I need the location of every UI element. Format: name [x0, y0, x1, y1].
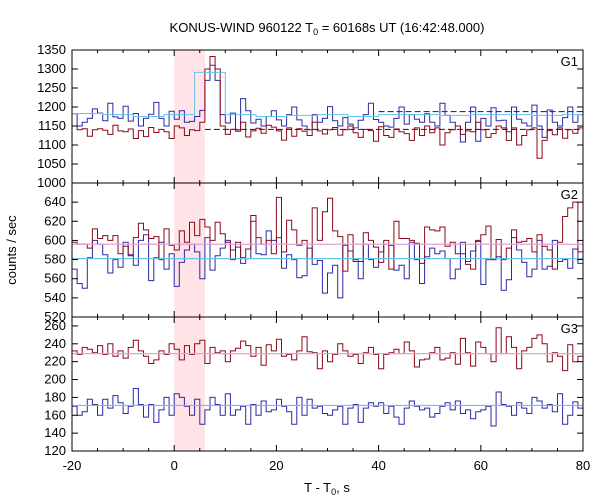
x-tick-label: 60 — [474, 458, 488, 473]
x-axis-label-main: T - T — [304, 480, 331, 495]
y-axis-label: counts / sec — [4, 215, 19, 285]
x-tick-label: 20 — [269, 458, 283, 473]
series-step-blue — [72, 388, 583, 427]
panel-series — [72, 196, 583, 299]
x-axis-label: T - T0, s — [304, 480, 350, 497]
y-tick-label: 640 — [44, 194, 66, 209]
y-tick-label: 580 — [44, 252, 66, 267]
y-tick-label: 1050 — [37, 156, 66, 171]
y-tick-label: 260 — [44, 318, 66, 333]
x-axis-label-rest: , s — [336, 480, 350, 495]
y-tick-label: 620 — [44, 213, 66, 228]
y-tick-label: 1000 — [37, 175, 66, 190]
x-tick-label: 40 — [371, 458, 385, 473]
y-tick-label: 560 — [44, 271, 66, 286]
chart-title-rest: = 60168s UT (16:42:48.000) — [318, 20, 484, 35]
y-tick-label: 200 — [44, 372, 66, 387]
y-tick-label: 1150 — [38, 118, 66, 133]
y-tick-label: 540 — [44, 290, 66, 305]
y-tick-label: 600 — [44, 232, 66, 247]
panel-g2: 520 540 560 580 600 620 640 G2 — [44, 182, 584, 324]
panel-label: G1 — [561, 54, 578, 69]
y-tick-label: 140 — [44, 425, 66, 440]
panel-g1: 1000 1050 1100 1150 1200 1250 1300 1350 G1 — [37, 42, 584, 190]
series-step-blue — [72, 64, 583, 143]
series-step-light_blue — [72, 71, 583, 117]
panel-g3: 120 140 160 180 200 220 240 260 G3 — [44, 316, 584, 458]
y-tick-label: 220 — [44, 354, 66, 369]
y-tick-label: 1350 — [37, 42, 66, 57]
panel-series — [72, 327, 583, 427]
panel-label: G2 — [561, 187, 578, 202]
y-tick-label: 1250 — [37, 80, 66, 95]
y-tick-label: 240 — [44, 336, 66, 351]
x-tick-label: -20 — [63, 458, 82, 473]
x-tick-label: 0 — [171, 458, 178, 473]
chart-title-subscript: 0 — [313, 27, 318, 37]
y-tick-label: 1100 — [38, 137, 66, 152]
y-tick-label: 1300 — [37, 61, 66, 76]
panel-series — [72, 56, 583, 159]
series-step-red — [72, 56, 583, 159]
x-tick-label: 80 — [576, 458, 590, 473]
y-tick-label: 120 — [44, 443, 66, 458]
panel-label: G3 — [561, 321, 578, 336]
x-axis-label-subscript: 0 — [331, 487, 336, 497]
chart-title-main: KONUS-WIND 960122 T — [170, 20, 314, 35]
y-tick-label: 160 — [44, 407, 66, 422]
y-tick-label: 1200 — [37, 99, 66, 114]
series-step-red — [72, 196, 583, 272]
panels-layer: 10001050110011501200125013001350G1520540… — [37, 42, 590, 473]
y-tick-label: 520 — [44, 309, 66, 324]
series-step-red — [72, 327, 583, 372]
y-tick-label: 180 — [44, 389, 66, 404]
chart-title: KONUS-WIND 960122 T0 = 60168s UT (16:42:… — [170, 20, 485, 37]
